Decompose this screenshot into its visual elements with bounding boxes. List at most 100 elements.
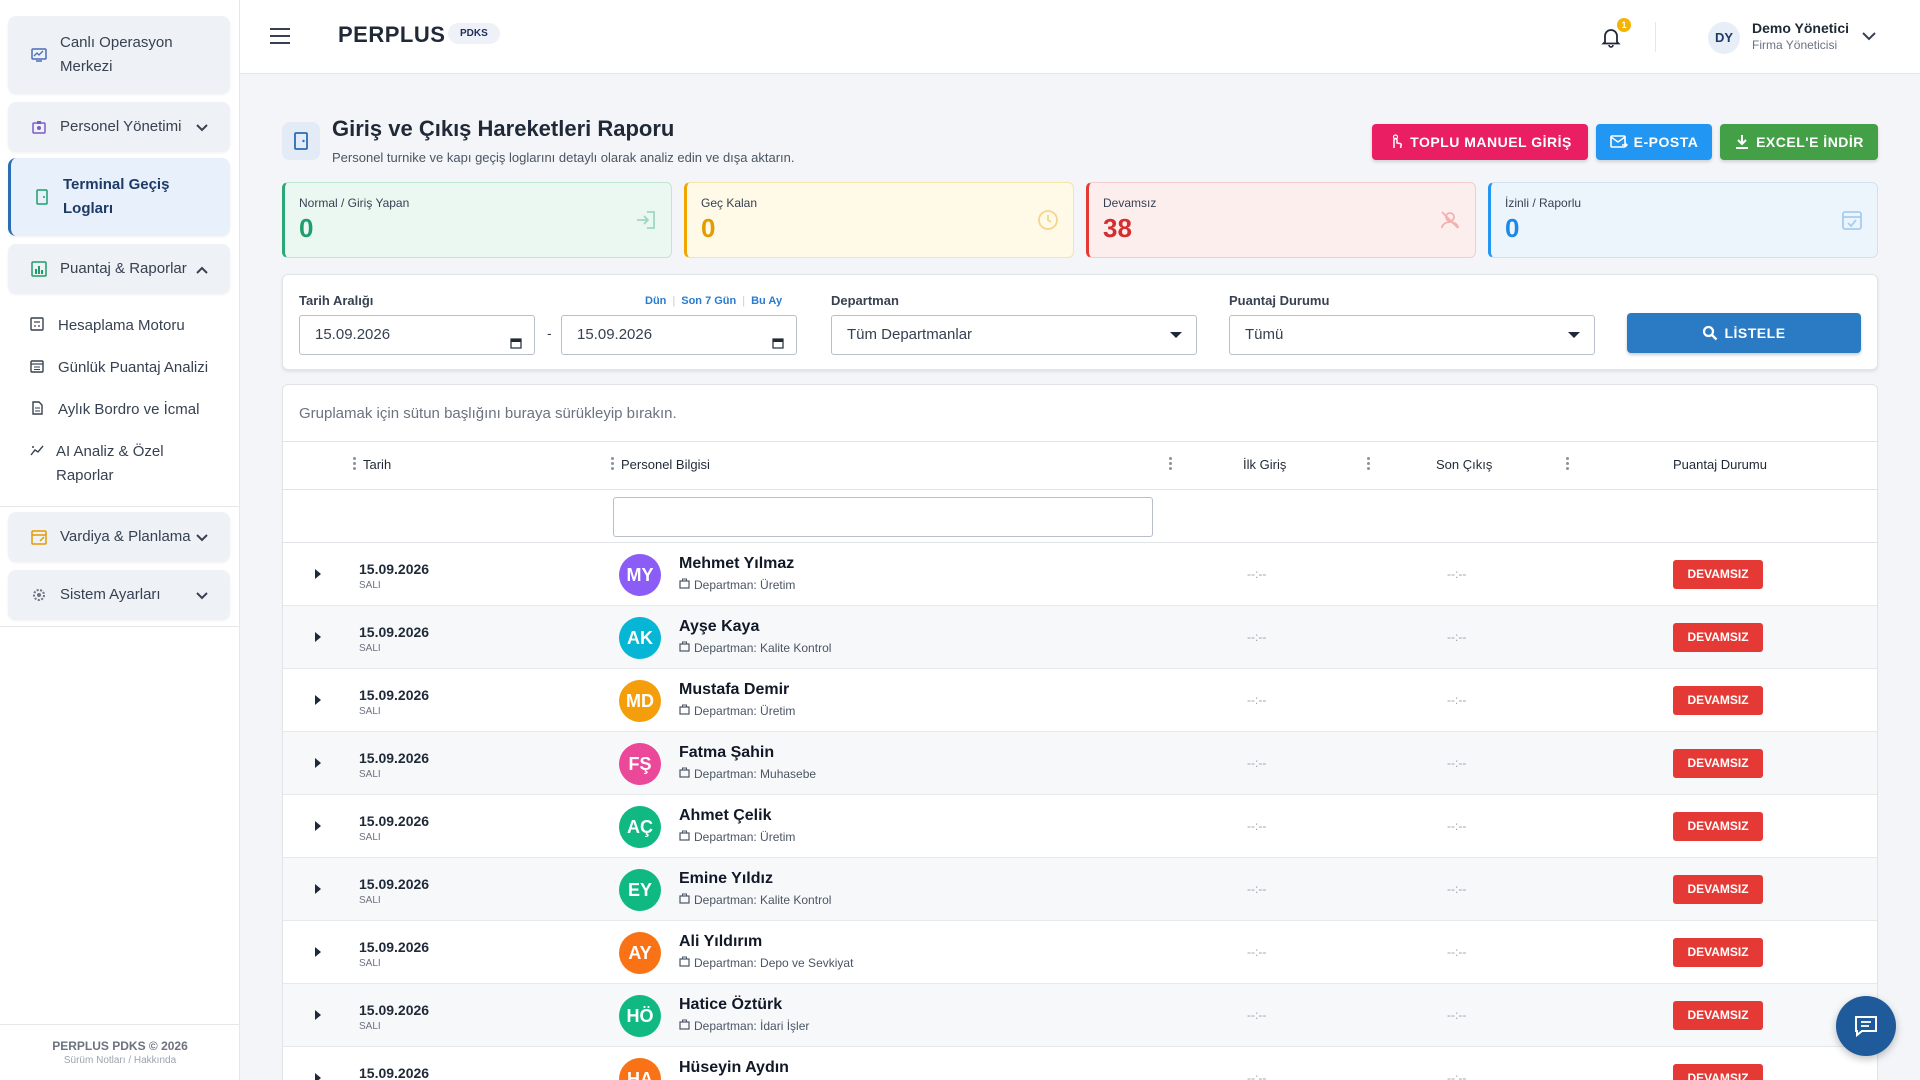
person-name: Emine Yıldız [679, 870, 773, 887]
notification-bell-icon[interactable] [1600, 26, 1622, 48]
sidebar-item-personnel[interactable]: Personel Yönetimi [8, 102, 230, 152]
user-role: Firma Yöneticisi [1752, 38, 1838, 52]
sidebar-item-shifts[interactable]: Vardiya & Planlama [8, 512, 230, 562]
stat-title: Normal / Giriş Yapan [299, 196, 410, 210]
first-entry-time: --:-- [1247, 693, 1267, 707]
avatar: AK [619, 617, 661, 659]
expand-row-icon[interactable] [315, 758, 321, 768]
expand-row-icon[interactable] [315, 821, 321, 831]
first-entry-time: --:-- [1247, 567, 1267, 581]
stat-value: 0 [1505, 213, 1520, 243]
briefcase-icon [679, 767, 694, 781]
date-range-separator: - [547, 325, 552, 341]
briefcase-icon [679, 893, 694, 907]
chat-button[interactable] [1836, 996, 1896, 1056]
row-date: 15.09.2026 [359, 876, 430, 892]
department-text: Departman: Depo ve Sevkiyat [694, 956, 854, 970]
release-notes-link[interactable]: Sürüm Notları / Hakkında [63, 1055, 177, 1066]
expand-row-icon[interactable] [315, 569, 321, 579]
email-label: E-POSTA [1633, 134, 1699, 150]
table-row[interactable]: 15.09.2026 SALI AK Ayşe Kaya Departman: Kali… [283, 606, 1877, 669]
table-row[interactable]: 15.09.2026 SALI MD Mustafa Demir Departman: … [283, 669, 1877, 732]
expand-row-icon[interactable] [315, 1010, 321, 1020]
table-row[interactable]: 15.09.2026 SALI AÇ Ahmet Çelik Departman: Ür… [283, 795, 1877, 858]
sidebar-item-terminal-logs[interactable]: Terminal Geçiş Logları [8, 158, 230, 236]
user-avatar[interactable]: DY [1708, 22, 1740, 54]
bulk-manual-entry-button[interactable]: TOPLU MANUEL GİRİŞ [1372, 124, 1588, 160]
last-exit-time: --:-- [1447, 630, 1467, 644]
excel-download-button[interactable]: EXCEL'E İNDİR [1720, 124, 1878, 160]
stat-value: 38 [1103, 213, 1132, 243]
quick-this-month-link[interactable]: Bu Ay [751, 295, 783, 307]
document-icon [30, 401, 46, 417]
avatar: MD [619, 680, 661, 722]
sidebar-subitem-ai-reports[interactable]: AI Analiz & Özel Raporlar [30, 440, 200, 488]
table-row[interactable]: 15.09.2026 HA Hüseyin Aydın --:-- --:-- DEVAM… [283, 1047, 1877, 1080]
person-name: Hüseyin Aydın [679, 1059, 789, 1076]
sidebar-item-settings[interactable]: Sistem Ayarları [8, 570, 230, 620]
column-menu-icon[interactable] [1367, 457, 1370, 472]
monitor-icon [30, 46, 48, 64]
clock-icon [1037, 209, 1059, 236]
email-button[interactable]: E-POSTA [1596, 124, 1712, 160]
briefcase-icon [679, 830, 694, 844]
copyright-text: PERPLUS PDKS © 2026 [52, 1039, 188, 1053]
table-row[interactable]: 15.09.2026 SALI EY Emine Yıldız Departman: K… [283, 858, 1877, 921]
touch-icon [1393, 134, 1403, 149]
column-header-date[interactable]: Tarih [363, 457, 392, 472]
table-row[interactable]: 15.09.2026 SALI HÖ Hatice Öztürk Departman: … [283, 984, 1877, 1047]
first-entry-time: --:-- [1247, 819, 1267, 833]
calendar-icon [30, 359, 46, 375]
department-text: Departman: İdari İşler [694, 1019, 810, 1033]
calendar-icon[interactable] [772, 326, 784, 364]
sidebar-item-live-operations[interactable]: Canlı Operasyon Merkezi [8, 16, 230, 94]
sidebar-subitem-daily-analysis[interactable]: Günlük Puantaj Analizi [30, 356, 230, 380]
sidebar-subitem-calculation[interactable]: Hesaplama Motoru [30, 314, 230, 338]
sidebar-item-reports[interactable]: Puantaj & Raporlar [8, 244, 230, 294]
top-header: PERPLUS PDKS 1 DY Demo Yönetici Firma Yö… [240, 0, 1920, 74]
status-badge: DEVAMSIZ [1673, 749, 1763, 778]
sidebar-subitem-payroll[interactable]: Aylık Bordro ve İcmal [30, 398, 230, 422]
department-select[interactable]: Tüm Departmanlar [831, 315, 1197, 355]
person-filter-input[interactable] [613, 497, 1153, 537]
briefcase-icon [679, 578, 694, 592]
expand-row-icon[interactable] [315, 947, 321, 957]
status-select[interactable]: Tümü [1229, 315, 1595, 355]
table-row[interactable]: 15.09.2026 SALI AY Ali Yıldırım Departman: D… [283, 921, 1877, 984]
group-drop-zone[interactable]: Gruplamak için sütun başlığını buraya sü… [299, 405, 677, 422]
expand-row-icon[interactable] [315, 884, 321, 894]
hamburger-menu-icon[interactable] [270, 28, 290, 44]
quick-last7-link[interactable]: Son 7 Gün [681, 295, 737, 307]
date-from-input[interactable]: 15.09.2026 [299, 315, 535, 355]
table-row[interactable]: 15.09.2026 SALI MY Mehmet Yılmaz Departman: … [283, 543, 1877, 606]
status-badge: DEVAMSIZ [1673, 560, 1763, 589]
column-header-person[interactable]: Personel Bilgisi [621, 457, 710, 472]
table-row[interactable]: 15.09.2026 SALI FŞ Fatma Şahin Departman: Mu… [283, 732, 1877, 795]
column-menu-icon[interactable] [353, 457, 356, 472]
sidebar-divider [0, 506, 240, 507]
row-weekday: SALI [359, 769, 381, 780]
briefcase-icon [679, 704, 694, 718]
column-header-first-in[interactable]: İlk Giriş [1243, 457, 1287, 472]
grid-divider [283, 542, 1877, 543]
expand-row-icon[interactable] [315, 695, 321, 705]
first-entry-time: --:-- [1247, 945, 1267, 959]
calendar-icon[interactable] [510, 326, 522, 364]
list-button[interactable]: LİSTELE [1627, 313, 1861, 353]
last-exit-time: --:-- [1447, 1071, 1467, 1080]
sidebar-item-label: Terminal Geçiş Logları [63, 176, 170, 217]
column-header-status[interactable]: Puantaj Durumu [1673, 457, 1767, 472]
list-button-label: LİSTELE [1724, 325, 1786, 341]
quick-yesterday-link[interactable]: Dün [645, 295, 667, 307]
department-text: Departman: Üretim [694, 578, 796, 592]
column-menu-icon[interactable] [1169, 457, 1172, 472]
expand-row-icon[interactable] [315, 1073, 321, 1080]
row-date: 15.09.2026 [359, 1065, 430, 1080]
column-menu-icon[interactable] [1566, 457, 1569, 472]
user-menu-chevron-icon[interactable] [1862, 28, 1876, 46]
brand-tag: PDKS [448, 23, 500, 44]
column-header-last-out[interactable]: Son Çıkış [1436, 457, 1493, 472]
column-menu-icon[interactable] [611, 457, 614, 472]
date-to-input[interactable]: 15.09.2026 [561, 315, 797, 355]
expand-row-icon[interactable] [315, 632, 321, 642]
